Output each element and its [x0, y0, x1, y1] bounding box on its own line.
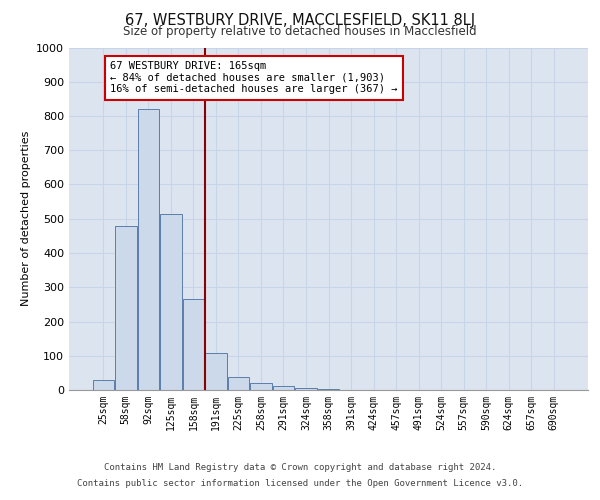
- Text: Contains HM Land Registry data © Crown copyright and database right 2024.: Contains HM Land Registry data © Crown c…: [104, 464, 496, 472]
- Text: Contains public sector information licensed under the Open Government Licence v3: Contains public sector information licen…: [77, 478, 523, 488]
- Bar: [295, 388, 317, 390]
- Y-axis label: Number of detached properties: Number of detached properties: [20, 131, 31, 306]
- Bar: [92, 380, 114, 390]
- Bar: [318, 389, 339, 390]
- Bar: [137, 109, 159, 390]
- Bar: [182, 299, 204, 390]
- Bar: [205, 353, 227, 390]
- Bar: [250, 383, 272, 390]
- Text: 67, WESTBURY DRIVE, MACCLESFIELD, SK11 8LJ: 67, WESTBURY DRIVE, MACCLESFIELD, SK11 8…: [125, 12, 475, 28]
- Bar: [273, 386, 294, 390]
- Bar: [115, 226, 137, 390]
- Text: 67 WESTBURY DRIVE: 165sqm
← 84% of detached houses are smaller (1,903)
16% of se: 67 WESTBURY DRIVE: 165sqm ← 84% of detac…: [110, 61, 398, 94]
- Bar: [228, 377, 249, 390]
- Text: Size of property relative to detached houses in Macclesfield: Size of property relative to detached ho…: [123, 25, 477, 38]
- Bar: [160, 214, 182, 390]
